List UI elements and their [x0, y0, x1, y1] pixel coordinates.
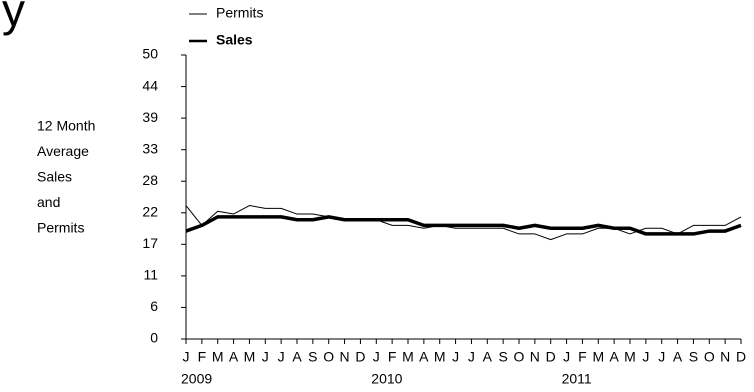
x-tick-label: S	[308, 349, 317, 365]
series-line	[185, 205, 742, 241]
x-tick-label: J	[452, 349, 459, 365]
x-tick-label: A	[229, 349, 239, 365]
x-tick-label: A	[673, 349, 683, 365]
x-tick-label: O	[323, 349, 334, 365]
year-label: 2009	[181, 371, 212, 387]
x-tick-label: J	[278, 349, 285, 365]
y-tick-label: 39	[142, 109, 158, 125]
legend-label: Sales	[216, 32, 253, 48]
year-label: 2010	[371, 371, 402, 387]
year-label: 2011	[562, 371, 592, 387]
x-tick-label: A	[483, 349, 493, 365]
x-tick-label: F	[578, 349, 587, 365]
x-tick-label: J	[183, 349, 190, 365]
x-tick-label: N	[720, 349, 730, 365]
y-axis-label: Sales	[37, 169, 72, 185]
x-tick-label: F	[388, 349, 397, 365]
x-tick-label: M	[592, 349, 604, 365]
x-tick-label: A	[292, 349, 302, 365]
x-tick-label: D	[546, 349, 556, 365]
x-tick-label: M	[624, 349, 636, 365]
y-tick-label: 28	[142, 172, 158, 188]
y-tick-label: 44	[142, 77, 158, 93]
x-tick-label: J	[642, 349, 649, 365]
x-tick-label: D	[355, 349, 365, 365]
x-tick-label: J	[658, 349, 665, 365]
x-tick-label: M	[402, 349, 414, 365]
y-axis-label: Permits	[37, 220, 84, 236]
legend-label: Permits	[216, 5, 263, 21]
y-tick-label: 22	[142, 203, 158, 219]
y-tick-label: 6	[150, 298, 158, 314]
x-tick-label: M	[244, 349, 256, 365]
x-tick-label: J	[373, 349, 380, 365]
chart-title: y	[2, 0, 25, 36]
y-tick-label: 11	[143, 267, 158, 283]
y-tick-label: 50	[142, 46, 158, 62]
x-tick-label: M	[212, 349, 224, 365]
x-tick-label: O	[704, 349, 715, 365]
x-tick-label: S	[689, 349, 698, 365]
y-axis-label: 12 Month	[37, 118, 95, 134]
y-tick-label: 17	[142, 235, 158, 251]
y-tick-label: 33	[142, 140, 158, 156]
series-line	[185, 215, 742, 236]
x-tick-label: F	[198, 349, 207, 365]
x-tick-label: A	[609, 349, 619, 365]
y-axis-label: and	[37, 194, 60, 210]
x-tick-label: N	[530, 349, 540, 365]
x-tick-label: J	[262, 349, 269, 365]
x-tick-label: J	[468, 349, 475, 365]
x-tick-label: A	[419, 349, 429, 365]
x-tick-label: D	[736, 349, 746, 365]
x-tick-label: N	[340, 349, 350, 365]
y-tick-label: 0	[150, 330, 158, 346]
x-tick-label: J	[563, 349, 570, 365]
y-axis-label: Average	[37, 143, 89, 159]
x-tick-label: O	[514, 349, 525, 365]
x-tick-label: S	[498, 349, 507, 365]
x-tick-label: M	[434, 349, 446, 365]
